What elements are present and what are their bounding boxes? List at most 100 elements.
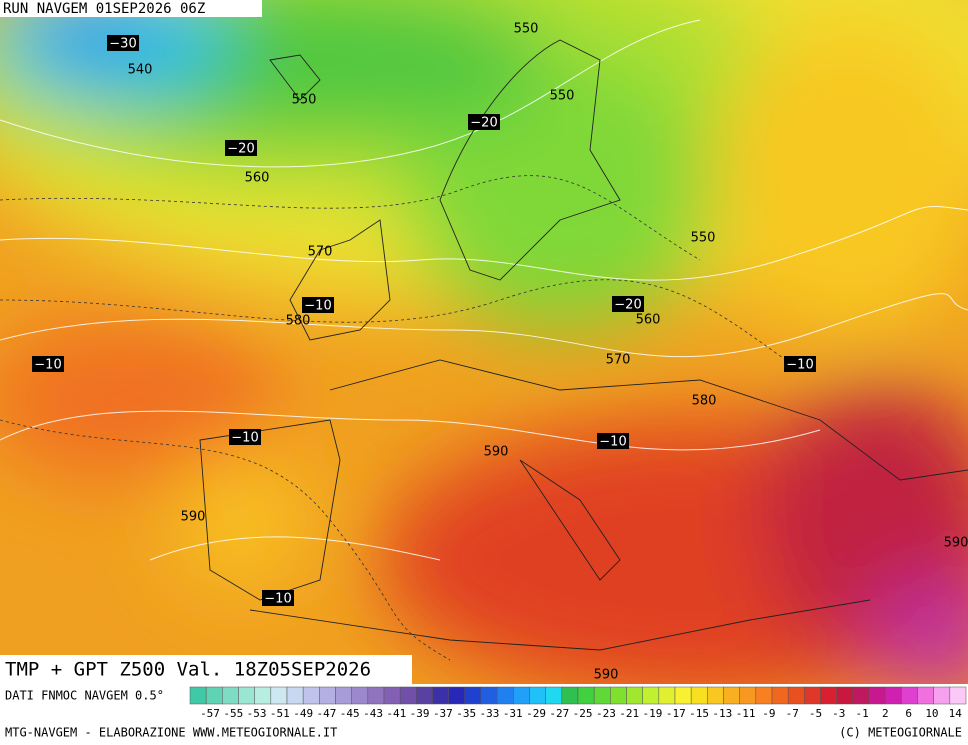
color-swatch	[884, 686, 902, 705]
contour-label: −30	[109, 37, 136, 52]
colorbar-tick-label: -35	[456, 707, 476, 720]
label-box	[229, 429, 261, 445]
color-swatch	[464, 686, 482, 705]
colorbar-tick-label: -33	[480, 707, 500, 720]
color-swatch	[399, 686, 417, 705]
colorbar-tick-label: -29	[526, 707, 546, 720]
colorbar-tick-label: -5	[809, 707, 822, 720]
colorbar-tick-label: -7	[786, 707, 799, 720]
color-swatch	[658, 686, 676, 705]
run-info: RUN NAVGEM 01SEP2026 06Z	[3, 1, 205, 17]
color-swatch	[723, 686, 740, 705]
label-box	[597, 433, 629, 449]
colorbar-tick-label: -49	[293, 707, 313, 720]
colorbar-tick-label: 10	[925, 707, 938, 720]
contour-label: −20	[227, 142, 254, 157]
color-swatch	[561, 686, 579, 705]
colorbar-tick-label: -1	[855, 707, 868, 720]
colorbar-tick-label: -53	[247, 707, 267, 720]
contour-label: −10	[34, 358, 61, 373]
footer-left: MTG-NAVGEM - ELABORAZIONE WWW.METEOGIORN…	[5, 726, 337, 740]
colorbar-tick-label: -17	[666, 707, 686, 720]
contour-label: −20	[470, 116, 497, 131]
color-swatch	[755, 686, 773, 705]
color-swatch	[917, 686, 934, 705]
colorbar-tick-label: 6	[905, 707, 912, 720]
colorbar-tick-label: -51	[270, 707, 290, 720]
color-swatch	[820, 686, 837, 705]
color-swatch	[610, 686, 627, 705]
contour-label: 540	[128, 63, 153, 78]
colorbar: -57 -55 -53 -51 -49 -47 -45 -43 -41 -39 -37 -35 -33-…	[189, 686, 967, 720]
color-swatch	[335, 686, 352, 705]
colorbar-tick-label: -43	[363, 707, 383, 720]
contour-label: 590	[594, 668, 619, 683]
color-swatch	[593, 686, 611, 705]
source: DATI FNMOC NAVGEM 0.5°	[5, 689, 164, 703]
colorbar-tick-label: -55	[223, 707, 243, 720]
colorbar-tick-label: -37	[433, 707, 453, 720]
color-swatch	[642, 686, 660, 705]
colorbar-tick-label: -23	[596, 707, 616, 720]
contour-label: −20	[614, 298, 641, 313]
contour-label: −10	[264, 592, 291, 607]
label-box	[302, 297, 334, 313]
color-swatch	[868, 686, 886, 705]
colorbar-tick-label: -13	[712, 707, 732, 720]
contour-label: −10	[786, 358, 813, 373]
run-box	[0, 0, 262, 17]
label-box	[225, 140, 257, 156]
colorbar-tick-label: -19	[643, 707, 663, 720]
color-swatch	[351, 686, 369, 705]
contour-label: 580	[692, 394, 717, 409]
color-swatch	[771, 686, 789, 705]
color-swatch	[189, 686, 207, 705]
color-swatch	[496, 686, 514, 705]
color-swatch	[302, 686, 320, 705]
color-swatch	[238, 686, 255, 705]
label-box	[784, 356, 816, 372]
label-box	[262, 590, 294, 606]
color-swatch	[933, 686, 951, 705]
contour-label: 560	[636, 313, 661, 328]
label-box	[32, 356, 64, 372]
colorbar-tick-label: -21	[619, 707, 639, 720]
color-swatch	[804, 686, 821, 705]
colorbar-tick-label: -45	[340, 707, 360, 720]
color-swatch	[367, 686, 385, 705]
colorbar-tick-label: -11	[736, 707, 756, 720]
color-swatch	[577, 686, 595, 705]
colorbar-tick-label: -15	[689, 707, 709, 720]
coastlines	[199, 39, 968, 651]
label-box	[468, 114, 500, 130]
color-swatch	[852, 686, 870, 705]
contour-label: 550	[514, 22, 539, 37]
color-swatch	[286, 686, 304, 705]
color-swatch	[739, 686, 757, 705]
color-swatch	[222, 686, 239, 705]
label-box	[107, 35, 139, 51]
color-swatch	[690, 686, 708, 705]
colorbar-tick-label: 2	[882, 707, 889, 720]
colorbar-tick-label: 14	[949, 707, 963, 720]
footer-right: (C) METEOGIORNALE	[839, 726, 962, 740]
chart-title: TMP + GPT Z500 Val. 18Z05SEP2026	[5, 659, 371, 681]
color-swatch	[480, 686, 498, 705]
color-swatch	[626, 686, 643, 705]
color-swatch	[707, 686, 724, 705]
isotherms	[0, 175, 801, 661]
color-swatch	[545, 686, 563, 705]
contour-label: 550	[292, 93, 317, 108]
contour-label: 580	[286, 314, 311, 329]
colorbar-tick-label: -57	[200, 707, 220, 720]
color-swatch	[205, 686, 223, 705]
colorbar-tick-label: -41	[386, 707, 406, 720]
contour-label: 590	[944, 536, 968, 551]
colorbar-tick-label: -9	[762, 707, 775, 720]
color-swatch	[448, 686, 466, 705]
colorbar-tick-label: -39	[410, 707, 430, 720]
contour-label: 590	[181, 510, 206, 525]
contour-label: 550	[691, 231, 716, 246]
